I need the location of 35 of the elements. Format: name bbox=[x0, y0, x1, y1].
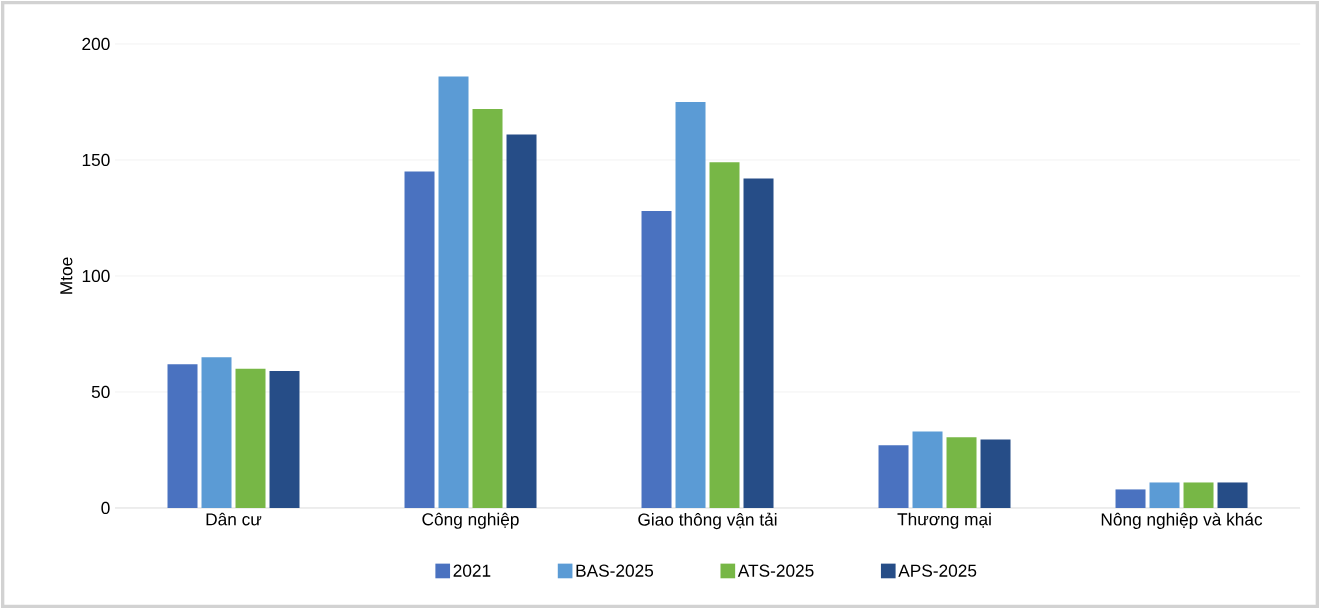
bar bbox=[980, 439, 1011, 508]
bar bbox=[269, 371, 300, 508]
y-tick-label: 100 bbox=[82, 269, 110, 283]
bar bbox=[506, 134, 537, 508]
bar bbox=[946, 437, 977, 508]
y-tick-label: 50 bbox=[91, 385, 110, 399]
legend-label: BAS-2025 bbox=[576, 564, 654, 577]
bar bbox=[201, 357, 232, 508]
y-tick-label: 150 bbox=[82, 153, 110, 167]
x-tick-label: Dân cư bbox=[206, 512, 262, 526]
y-axis-title: Mtoe bbox=[60, 257, 73, 294]
bar bbox=[1149, 482, 1180, 508]
bar bbox=[438, 76, 469, 508]
bar bbox=[1217, 482, 1248, 508]
bar bbox=[1183, 482, 1214, 508]
bar bbox=[675, 101, 706, 508]
legend-label: ATS-2025 bbox=[737, 564, 814, 577]
bar bbox=[472, 108, 503, 508]
x-tick-label: Thương mại bbox=[897, 512, 991, 529]
bar bbox=[235, 368, 266, 508]
x-tick-label: Giao thông vận tải bbox=[638, 512, 777, 530]
bar bbox=[878, 445, 909, 508]
bar bbox=[709, 162, 740, 508]
x-tick-label: Nông nghiệp và khác bbox=[1101, 512, 1263, 529]
bar bbox=[912, 431, 943, 508]
bar bbox=[641, 211, 672, 508]
bar bbox=[1115, 489, 1146, 508]
y-tick-label: 200 bbox=[82, 37, 110, 51]
x-tick-label: Công nghiệp bbox=[422, 512, 519, 529]
legend-label: APS-2025 bbox=[898, 564, 977, 577]
y-tick-label: 0 bbox=[101, 501, 110, 515]
bar bbox=[743, 178, 774, 508]
bar bbox=[404, 171, 435, 508]
bar bbox=[167, 364, 198, 508]
legend-label: 2021 bbox=[453, 564, 491, 577]
